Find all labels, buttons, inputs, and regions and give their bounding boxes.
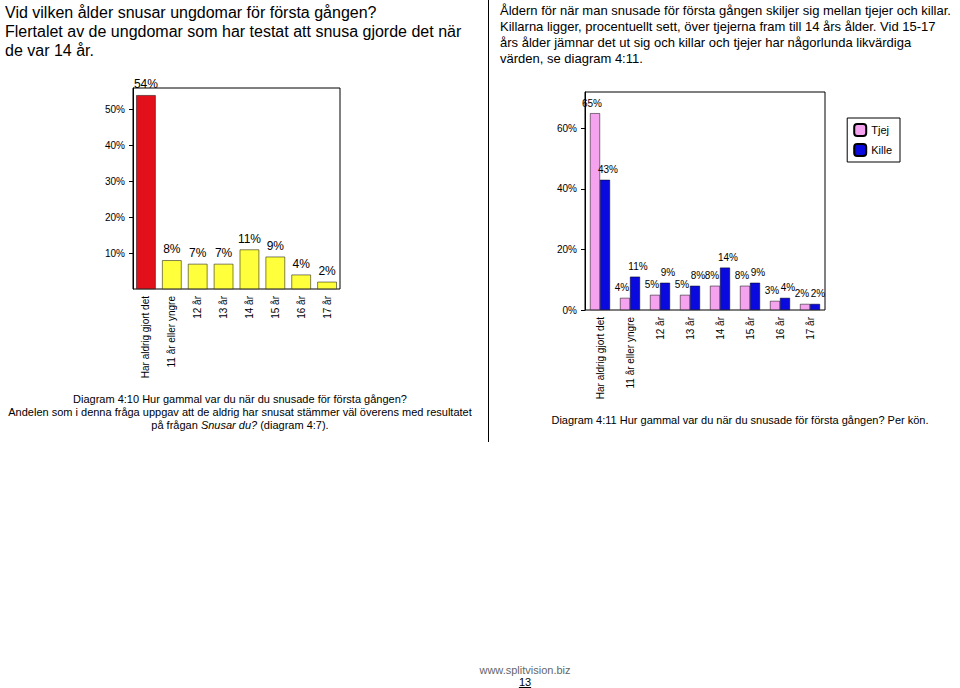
svg-text:2%: 2%: [795, 288, 810, 299]
html-text:Vid vilken ålder snusar ungdom: Vid vilken ålder snusar ungdomar för för…: [5, 4, 377, 21]
svg-text:14%: 14%: [718, 252, 738, 263]
html-text:Diagram 4:11 Hur gammal var du: Diagram 4:11 Hur gammal var du när du sn…: [551, 414, 929, 426]
svg-text:40%: 40%: [105, 140, 125, 151]
svg-text:13 år: 13 år: [685, 316, 696, 339]
html-text:Diagram 4:10 Hur gammal var du: Diagram 4:10 Hur gammal var du när du sn…: [73, 393, 407, 405]
svg-text:15 år: 15 år: [745, 316, 756, 339]
svg-text:14 år: 14 år: [244, 295, 255, 318]
svg-text:3%: 3%: [765, 285, 780, 296]
svg-text:60%: 60%: [557, 123, 577, 134]
svg-text:43%: 43%: [598, 164, 618, 175]
html-text:Flertalet av de ungdomar som h: Flertalet av de ungdomar som har testat …: [5, 23, 462, 59]
svg-text:Kille: Kille: [871, 144, 892, 156]
svg-text:4%: 4%: [293, 257, 311, 271]
svg-text:2%: 2%: [318, 264, 336, 278]
svg-text:50%: 50%: [105, 104, 125, 115]
svg-text:11 år eller yngre: 11 år eller yngre: [166, 296, 177, 368]
svg-text:Tjej: Tjej: [871, 124, 889, 136]
svg-text:5%: 5%: [675, 279, 690, 290]
svg-text:Har aldrig gjort det: Har aldrig gjort det: [140, 296, 151, 378]
svg-text:8%: 8%: [163, 242, 181, 256]
svg-text:11 år eller yngre: 11 år eller yngre: [625, 317, 636, 389]
svg-text:9%: 9%: [751, 267, 766, 278]
svg-text:20%: 20%: [105, 212, 125, 223]
svg-text:16 år: 16 år: [775, 316, 786, 339]
svg-text:4%: 4%: [781, 282, 796, 293]
svg-text:30%: 30%: [105, 176, 125, 187]
svg-text:8%: 8%: [705, 270, 720, 281]
svg-text:10%: 10%: [105, 248, 125, 259]
svg-text:16 år: 16 år: [296, 295, 307, 318]
svg-text:17 år: 17 år: [805, 316, 816, 339]
svg-text:9%: 9%: [661, 267, 676, 278]
svg-text:12 år: 12 år: [655, 316, 666, 339]
svg-text:7%: 7%: [215, 246, 233, 260]
html-text:Åldern för när man snusade för: Åldern för när man snusade för första gå…: [500, 3, 951, 66]
svg-text:2%: 2%: [811, 288, 826, 299]
svg-text:65%: 65%: [582, 98, 602, 109]
html-text:13: 13: [518, 676, 532, 688]
svg-text:17 år: 17 år: [322, 295, 333, 318]
html-text:www.splitvision.biz: www.splitvision.biz: [479, 664, 571, 676]
svg-text:40%: 40%: [557, 183, 577, 194]
svg-text:54%: 54%: [134, 77, 158, 91]
svg-text:14 år: 14 år: [715, 316, 726, 339]
svg-text:11%: 11%: [238, 232, 261, 246]
svg-text:13 år: 13 år: [218, 295, 229, 318]
svg-text:8%: 8%: [691, 270, 706, 281]
svg-text:4%: 4%: [615, 282, 630, 293]
svg-text:12 år: 12 år: [192, 295, 203, 318]
svg-text:9%: 9%: [267, 239, 285, 253]
svg-text:20%: 20%: [557, 244, 577, 255]
svg-text:7%: 7%: [189, 246, 207, 260]
svg-text:11%: 11%: [628, 261, 647, 272]
svg-text:8%: 8%: [735, 270, 750, 281]
svg-text:Har aldrig gjort det: Har aldrig gjort det: [595, 317, 606, 399]
svg-text:0%: 0%: [563, 305, 578, 316]
svg-text:5%: 5%: [645, 279, 660, 290]
html-text:Andelen som i denna fråga uppg: Andelen som i denna fråga uppgav att de …: [8, 406, 472, 431]
svg-text:15 år: 15 år: [270, 295, 281, 318]
